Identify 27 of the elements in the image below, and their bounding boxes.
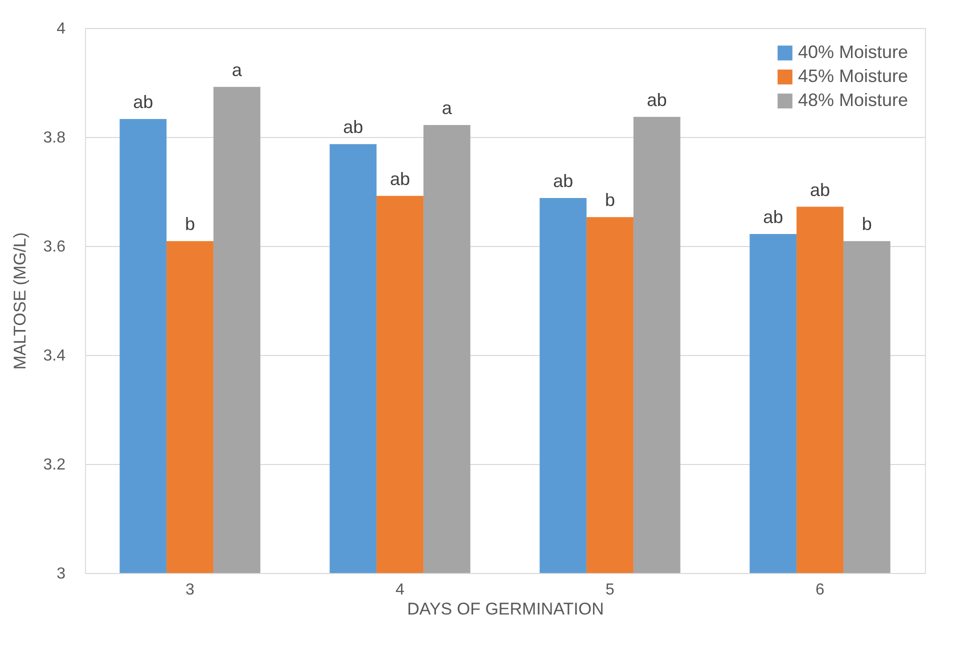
data-label: b xyxy=(862,214,872,234)
y-tick-label: 3.8 xyxy=(43,130,66,146)
data-label: ab xyxy=(810,180,830,200)
data-label: ab xyxy=(646,90,667,110)
data-label: ab xyxy=(763,207,784,228)
x-tick-label: 3 xyxy=(186,582,195,598)
data-label: b xyxy=(604,190,616,210)
data-label: b xyxy=(184,214,196,234)
legend-label: 40% Moisture xyxy=(798,42,908,62)
data-label: ab xyxy=(553,171,574,192)
y-tick-label: 3 xyxy=(56,566,66,582)
legend-label: 45% Moisture xyxy=(798,66,908,86)
x-tick-label: 5 xyxy=(606,582,615,598)
x-tick-label: 6 xyxy=(816,582,825,598)
data-label: a xyxy=(232,60,243,80)
y-tick-label: 3.6 xyxy=(43,238,66,256)
legend-label: 48% Moisture xyxy=(798,90,908,110)
y-axis-title: MALTOSE (MG/L) xyxy=(10,232,30,370)
data-label: a xyxy=(442,98,453,118)
y-tick-label: 4 xyxy=(56,20,66,38)
x-tick-label: 4 xyxy=(396,582,405,598)
y-tick-label: 3.2 xyxy=(43,456,66,474)
data-label: ab xyxy=(343,117,364,138)
x-axis-title: DAYS OF GERMINATION xyxy=(407,600,604,618)
data-label: ab xyxy=(390,168,410,189)
data-label: ab xyxy=(133,92,154,112)
y-tick-label: 3.4 xyxy=(43,348,66,364)
